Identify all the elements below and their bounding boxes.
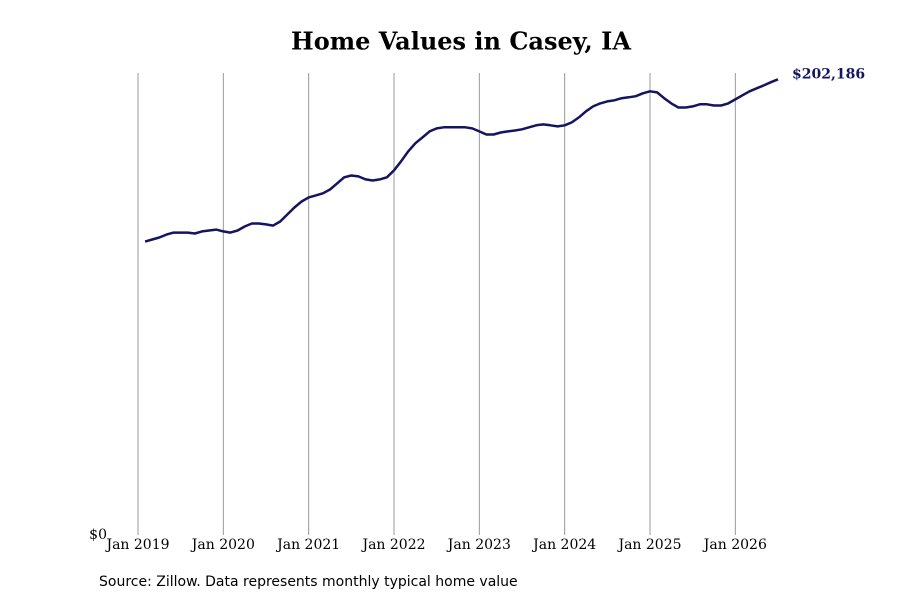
- series-line: [144, 78, 779, 243]
- x-tick-label: Jan 2025: [616, 537, 681, 553]
- y-tick-label: $0: [89, 527, 107, 543]
- x-tick-label: Jan 2026: [702, 537, 767, 553]
- x-tick-label: Jan 2022: [360, 537, 425, 553]
- value-label: $202,186: [792, 66, 865, 82]
- chart-title: Home Values in Casey, IA: [291, 27, 631, 56]
- x-tick-label: Jan 2020: [190, 537, 255, 553]
- source-note: Source: Zillow. Data represents monthly …: [99, 574, 518, 590]
- x-tick-label: Jan 2024: [531, 537, 596, 553]
- x-tick-label: Jan 2023: [446, 537, 511, 553]
- x-tick-label: Jan 2021: [275, 537, 340, 553]
- x-tick-label: Jan 2019: [104, 537, 169, 553]
